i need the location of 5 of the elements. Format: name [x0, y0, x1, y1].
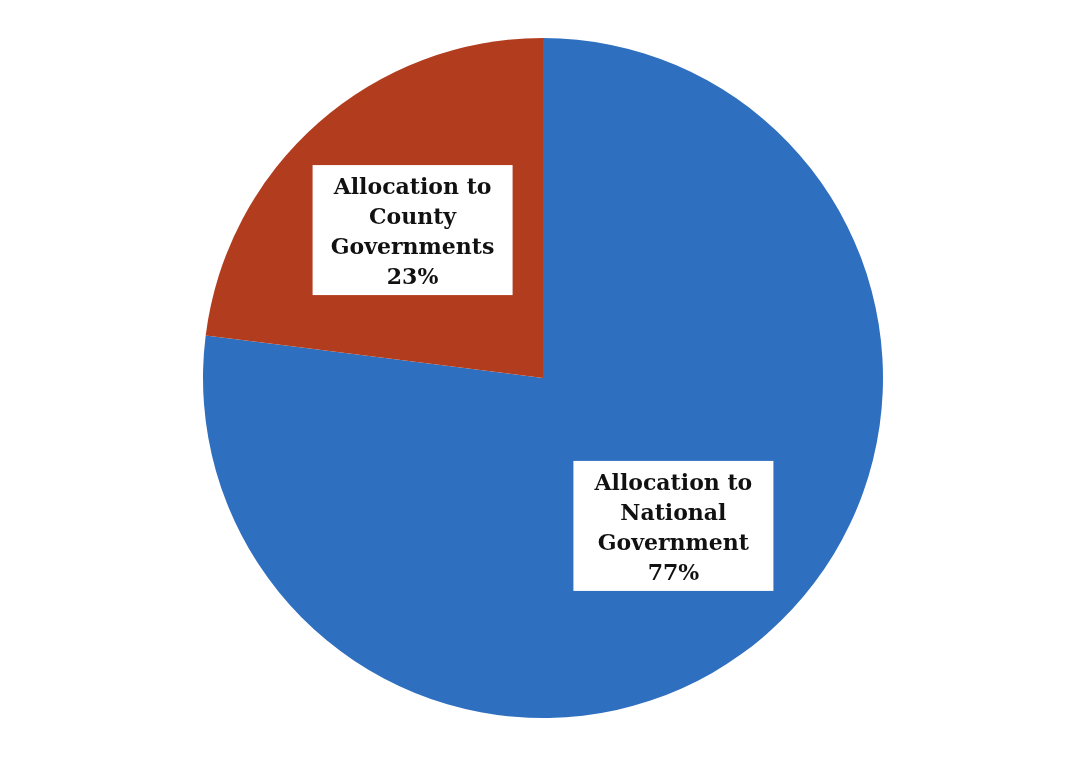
pie-slice	[203, 38, 883, 718]
slice-label: Allocation to National Government	[593, 468, 753, 555]
slice-label: Allocation to County Governments	[330, 173, 495, 260]
data-label: 77%	[647, 558, 700, 585]
data-label: 23%	[386, 263, 439, 290]
